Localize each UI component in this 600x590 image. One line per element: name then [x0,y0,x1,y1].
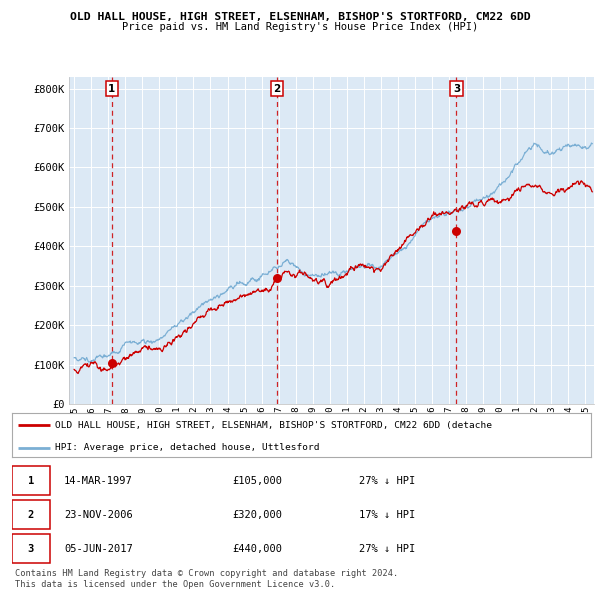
Text: 2: 2 [28,510,34,520]
Text: 23-NOV-2006: 23-NOV-2006 [64,510,133,520]
Text: 3: 3 [453,84,460,94]
Text: Price paid vs. HM Land Registry's House Price Index (HPI): Price paid vs. HM Land Registry's House … [122,22,478,32]
Text: 17% ↓ HPI: 17% ↓ HPI [359,510,416,520]
Text: £440,000: £440,000 [232,544,282,554]
Text: 2: 2 [274,84,281,94]
FancyBboxPatch shape [12,466,50,495]
Text: HPI: Average price, detached house, Uttlesford: HPI: Average price, detached house, Uttl… [55,443,320,452]
Text: OLD HALL HOUSE, HIGH STREET, ELSENHAM, BISHOP'S STORTFORD, CM22 6DD: OLD HALL HOUSE, HIGH STREET, ELSENHAM, B… [70,12,530,22]
Text: 14-MAR-1997: 14-MAR-1997 [64,476,133,486]
Text: £320,000: £320,000 [232,510,282,520]
FancyBboxPatch shape [12,500,50,529]
FancyBboxPatch shape [12,535,50,563]
Text: £105,000: £105,000 [232,476,282,486]
Text: 1: 1 [28,476,34,486]
Text: 27% ↓ HPI: 27% ↓ HPI [359,544,416,554]
Text: 1: 1 [108,84,115,94]
Text: 27% ↓ HPI: 27% ↓ HPI [359,476,416,486]
Text: 3: 3 [28,544,34,554]
Text: 05-JUN-2017: 05-JUN-2017 [64,544,133,554]
Text: OLD HALL HOUSE, HIGH STREET, ELSENHAM, BISHOP'S STORTFORD, CM22 6DD (detache: OLD HALL HOUSE, HIGH STREET, ELSENHAM, B… [55,421,493,430]
Text: Contains HM Land Registry data © Crown copyright and database right 2024.
This d: Contains HM Land Registry data © Crown c… [15,569,398,589]
